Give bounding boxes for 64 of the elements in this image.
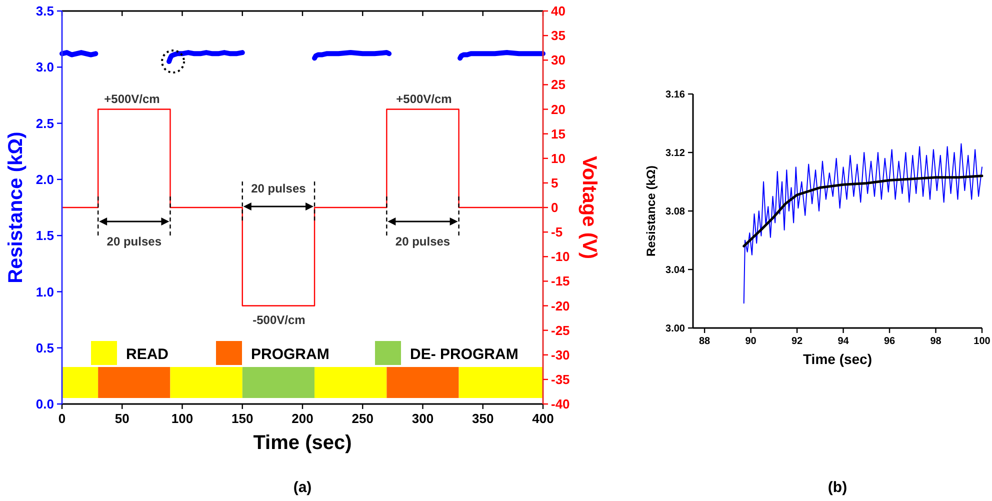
x-tick-label: 200: [292, 411, 314, 426]
x-axis-title: Time (sec): [253, 432, 352, 454]
x-tick-label: 98: [930, 336, 942, 347]
x-tick-label: 50: [114, 411, 130, 426]
y-tick-label: 3.0: [36, 60, 54, 75]
y2-tick-label: 25: [551, 77, 566, 92]
y2-axis-title: Voltage (V): [578, 156, 600, 259]
y-tick-label: 0.5: [36, 340, 54, 356]
y-tick-label: 3.04: [666, 265, 686, 276]
text: (b): [828, 479, 848, 496]
x-tick-label: 100: [974, 336, 991, 347]
legend-label: READ: [126, 346, 169, 363]
y2-tick-label: -30: [551, 347, 570, 362]
y-tick-label: 3.5: [36, 4, 54, 19]
y2-tick-label: 20: [551, 102, 566, 117]
y-tick-label: 1.0: [36, 284, 54, 300]
y-tick-label: 2.0: [36, 172, 54, 187]
y2-tick-label: -20: [551, 298, 570, 314]
x-tick-label: 250: [352, 411, 374, 426]
y-tick-label: 3.16: [666, 90, 686, 100]
y-tick-label: 3.00: [666, 324, 686, 334]
y2-tick-label: 5: [551, 175, 558, 190]
annotation: +500V/cm: [396, 92, 452, 106]
line-series: [742, 174, 984, 248]
y-tick-label: 1.5: [36, 228, 54, 244]
annotation: 20 pulses: [251, 182, 306, 196]
text: (a): [293, 479, 312, 496]
y2-tick-label: 35: [551, 28, 566, 44]
x-tick-label: 400: [532, 411, 554, 426]
x-tick-label: 0: [58, 411, 66, 426]
x-tick-label: 300: [412, 411, 434, 426]
x-tick-label: 100: [171, 411, 194, 426]
x-tick-label: 88: [698, 336, 711, 347]
annotation: -500V/cm: [252, 313, 306, 327]
legend-label: DE- PROGRAM: [410, 346, 518, 363]
line-series: [743, 143, 982, 304]
x-tick-label: 150: [232, 411, 254, 426]
y2-tick-label: -5: [551, 224, 563, 240]
y2-tick-label: 0: [551, 200, 558, 216]
x-axis-title: Time (sec): [803, 351, 872, 367]
annotation: 20 pulses: [106, 234, 162, 248]
y2-tick-label: -15: [551, 274, 570, 289]
y2-tick-label: 10: [551, 150, 566, 166]
annotation: +500V/cm: [104, 92, 160, 106]
y2-tick-label: -25: [551, 322, 570, 338]
y-tick-label: 3.12: [666, 148, 686, 159]
legend-label: PROGRAM: [251, 346, 330, 363]
y2-tick-label: -10: [551, 249, 570, 264]
x-tick-label: 94: [838, 336, 850, 347]
x-tick-label: 90: [745, 336, 757, 347]
x-tick-label: 96: [884, 336, 896, 347]
y-axis-title: Resistance (kΩ): [644, 166, 658, 256]
y2-tick-label: 15: [551, 126, 566, 142]
y-tick-label: 0.0: [36, 396, 54, 412]
x-tick-label: 92: [791, 336, 804, 347]
y-tick-label: 3.08: [666, 206, 686, 218]
y2-tick-label: 40: [551, 4, 566, 19]
y2-tick-label: -40: [551, 396, 570, 412]
y-tick-label: 2.5: [36, 116, 54, 131]
y2-tick-label: 30: [551, 52, 566, 68]
annotation: 20 pulses: [395, 234, 450, 248]
x-tick-label: 350: [472, 411, 494, 426]
y2-tick-label: -35: [551, 372, 570, 387]
y-axis-title: Resistance (kΩ): [5, 132, 27, 284]
